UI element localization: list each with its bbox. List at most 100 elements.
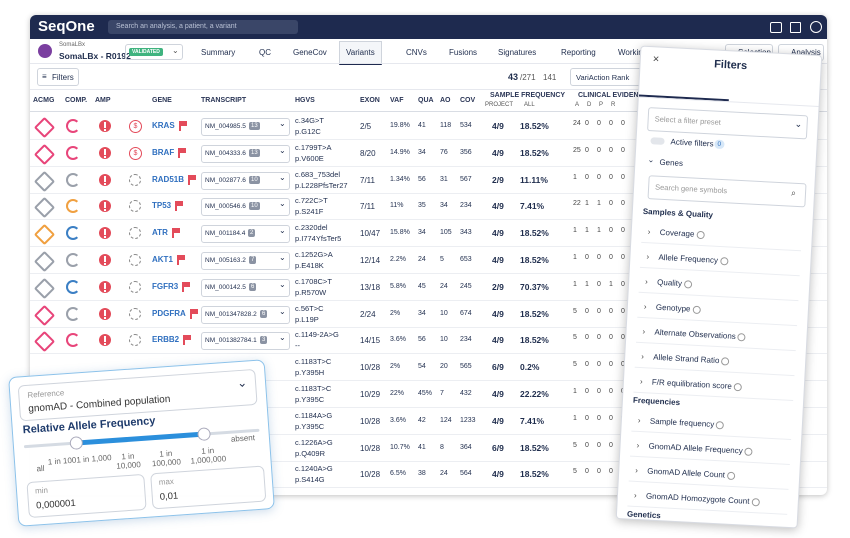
filter-item[interactable]: Sample frequency <box>649 416 715 429</box>
cov: 343 <box>460 229 472 237</box>
exon: 10/28 <box>360 470 381 480</box>
toggle[interactable] <box>650 137 665 145</box>
filter-item[interactable]: F/R equilibration score <box>651 377 733 391</box>
evidence-count: 0 <box>609 468 613 476</box>
gene[interactable]: AKT1 <box>152 255 173 264</box>
gene[interactable]: FGFR3 <box>152 281 179 291</box>
tab[interactable]: Reporting <box>554 41 603 63</box>
qua: 34 <box>418 229 426 237</box>
max-value: 0,01 <box>159 490 179 503</box>
evidence-count: 5 <box>573 468 577 476</box>
filters-button[interactable]: Filters ≡ <box>37 68 79 86</box>
transcript-select[interactable]: NM_000142.5 6 ⌄ <box>201 278 290 297</box>
gene[interactable]: KRAS <box>152 121 175 130</box>
filter-item[interactable]: Allele Frequency <box>658 252 719 265</box>
tab[interactable]: GeneCov <box>286 41 334 63</box>
acmg-badge <box>33 331 56 353</box>
gene[interactable]: ERBB2 <box>152 335 180 345</box>
hgvs-c: c.1240A>G <box>295 464 333 474</box>
tab-label: Variants <box>346 48 375 57</box>
gene[interactable]: PDGFRA <box>152 308 186 318</box>
comp-badge <box>66 226 80 241</box>
column-header: COMP. <box>65 97 88 104</box>
filter-item[interactable]: Allele Strand Ratio <box>653 352 720 366</box>
tab[interactable]: QC <box>252 41 278 63</box>
item-divider <box>639 266 800 277</box>
chevron: ⌄ <box>279 333 286 343</box>
gene-flag <box>183 335 185 346</box>
amp-dot <box>104 182 106 185</box>
tab-label: Summary <box>201 48 236 57</box>
all-frequency: 18.52% <box>520 255 549 265</box>
evidence-count: 0 <box>597 146 601 154</box>
gene[interactable]: RAD51B <box>152 174 185 184</box>
transcript-select[interactable]: NM_001184.4 2 ⌄ <box>201 225 290 244</box>
chevron: ⌄ <box>279 226 286 236</box>
preset-select[interactable]: Select a filter preset ⌄ <box>647 107 809 140</box>
evidence-count: 22 <box>573 200 581 208</box>
transcript-select[interactable]: NM_004333.6 13 ⌄ <box>201 144 290 163</box>
evidence-count: 1 <box>597 227 601 235</box>
item-divider <box>628 480 789 490</box>
qua: 41 <box>418 443 426 451</box>
status-select[interactable]: VALIDATED ⌄ <box>125 44 183 60</box>
sort-select[interactable]: VariAction Rank <box>570 68 644 86</box>
transcript-select[interactable]: NM_000546.6 10 ⌄ <box>201 198 290 217</box>
tab[interactable]: Summary <box>194 41 242 63</box>
transcript-select[interactable]: NM_004985.5 13 ⌄ <box>201 118 290 136</box>
gene-flag <box>185 335 191 341</box>
vaf: 6.5% <box>390 470 406 478</box>
gene[interactable]: BRAF <box>152 147 175 157</box>
tab[interactable]: Working <box>611 41 654 63</box>
preset-placeholder: Select a filter preset <box>654 114 722 127</box>
gene[interactable]: TP53 <box>152 201 172 211</box>
chevron: ⌄ <box>236 375 248 391</box>
gene-search[interactable]: Search gene symbols ⌕ <box>647 175 807 208</box>
cov: 653 <box>460 256 472 263</box>
evidence-count: 1 <box>573 414 577 422</box>
vaf: 3.6% <box>390 416 406 424</box>
evidence-count: 0 <box>609 227 613 235</box>
min-label: min <box>34 485 49 496</box>
transcript-select[interactable]: NM_005163.2 7 ⌄ <box>201 252 290 270</box>
filter-item[interactable]: GnomAD Allele Frequency <box>648 441 743 456</box>
column-header: HGVS <box>295 97 315 104</box>
vaf: 2% <box>390 309 401 317</box>
vaf: 19.8% <box>390 122 410 129</box>
min-input[interactable]: min 0,000001 <box>26 473 147 519</box>
comp-badge <box>66 333 80 348</box>
reference-select[interactable]: Reference gnomAD - Combined population ⌄ <box>17 368 258 422</box>
transcript-select[interactable]: NM_001382784.1 3 ⌄ <box>201 332 290 351</box>
max-input[interactable]: max 0,01 <box>150 465 267 510</box>
slider-thumb[interactable] <box>197 427 211 442</box>
target-icon <box>129 200 141 213</box>
icon[interactable] <box>810 21 822 33</box>
filter-item[interactable]: GnomAD Homozygote Count <box>645 491 750 506</box>
tab[interactable]: Signatures <box>491 41 543 63</box>
filter-item[interactable]: Coverage <box>659 227 695 239</box>
transcript: NM_004333.6 <box>205 149 246 157</box>
filter-item[interactable]: Quality <box>656 277 683 289</box>
exon: 2/24 <box>360 309 376 319</box>
all-frequency: 7.41% <box>520 415 545 426</box>
filter-item[interactable]: Genotype <box>655 302 691 314</box>
vaf: 22% <box>390 390 405 397</box>
evidence-count: 0 <box>609 414 613 422</box>
tab[interactable]: CNVs <box>399 41 434 63</box>
tab[interactable]: Fusions <box>442 41 484 63</box>
search-box[interactable]: Search an analysis, a patient, a variant <box>108 20 298 34</box>
gene-flag <box>179 255 185 260</box>
icon[interactable] <box>770 22 782 33</box>
filter-item[interactable]: GnomAD Allele Count <box>647 466 726 480</box>
slider-thumb[interactable] <box>69 436 84 450</box>
tab[interactable]: Variants <box>339 41 382 65</box>
exon: 10/28 <box>360 443 381 453</box>
transcript-select[interactable]: NM_002877.6 10 ⌄ <box>201 171 290 190</box>
icon[interactable] <box>790 22 801 33</box>
filter-item[interactable]: Alternate Observations <box>654 327 737 341</box>
gene[interactable]: ATR <box>152 228 168 238</box>
transcript-select[interactable]: NM_001347828.2 6 ⌄ <box>201 305 290 324</box>
evidence-count: 0 <box>597 414 601 422</box>
qua: 24 <box>418 256 426 263</box>
all-frequency: 18.52% <box>520 308 549 319</box>
